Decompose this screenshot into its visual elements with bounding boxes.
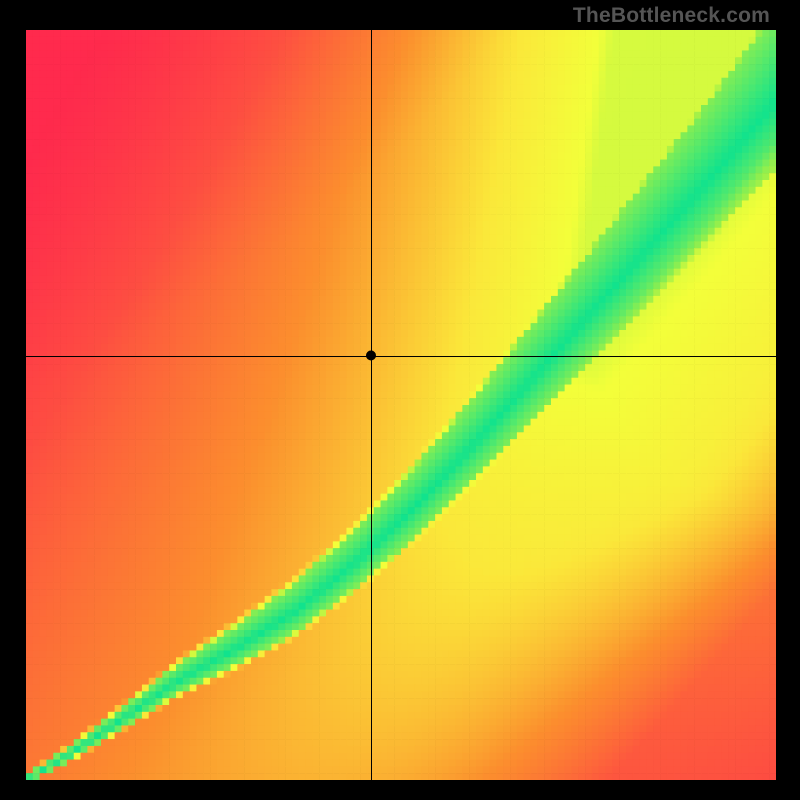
watermark-text: TheBottleneck.com [573, 4, 770, 28]
heatmap-canvas [26, 30, 776, 780]
chart-root: TheBottleneck.com [0, 0, 800, 800]
